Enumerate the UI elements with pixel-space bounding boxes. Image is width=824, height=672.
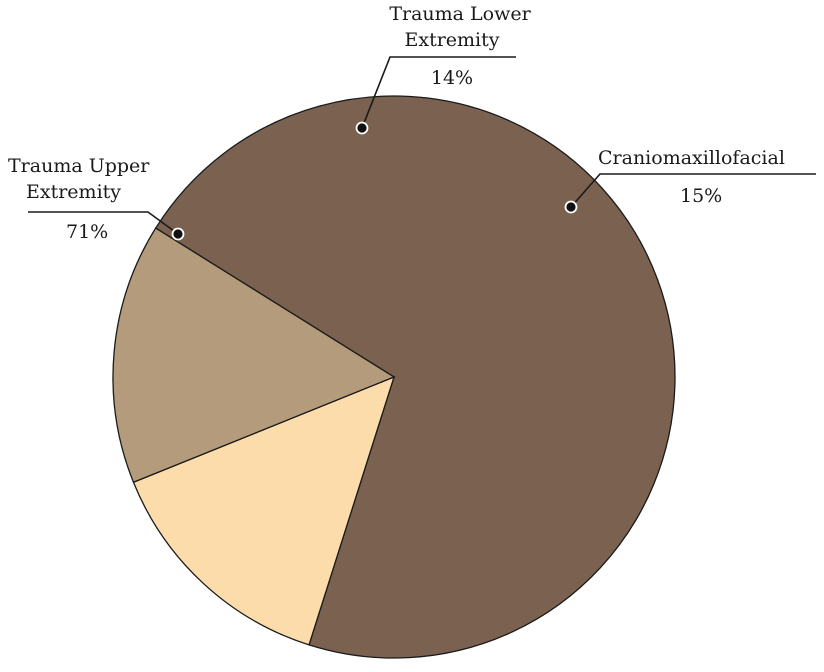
value-craniomaxillofacial: 15% <box>680 185 723 207</box>
label-trauma-lower-line1: Trauma Lower <box>389 3 531 25</box>
callout-craniomaxillofacial-line <box>570 173 816 208</box>
value-trauma-lower: 14% <box>430 67 474 89</box>
label-trauma-lower-line2: Extremity <box>404 29 500 51</box>
callout-trauma-upper-line <box>28 211 179 235</box>
slice-trauma-upper-extremity <box>154 95 676 659</box>
callout-trauma-lower-dot <box>355 121 369 135</box>
label-craniomaxillofacial: Craniomaxillofacial <box>598 147 785 169</box>
label-trauma-upper-line1: Trauma Upper <box>8 155 150 177</box>
slice-trauma-lower-extremity <box>132 375 396 646</box>
value-trauma-upper: 71% <box>66 221 109 243</box>
slice-craniomaxillofacial <box>112 227 396 484</box>
callout-trauma-lower-line <box>361 56 516 129</box>
label-trauma-upper-line2: Extremity <box>26 181 122 203</box>
callout-craniomaxillofacial-dot <box>564 200 578 214</box>
callout-trauma-upper-dot <box>171 227 185 241</box>
